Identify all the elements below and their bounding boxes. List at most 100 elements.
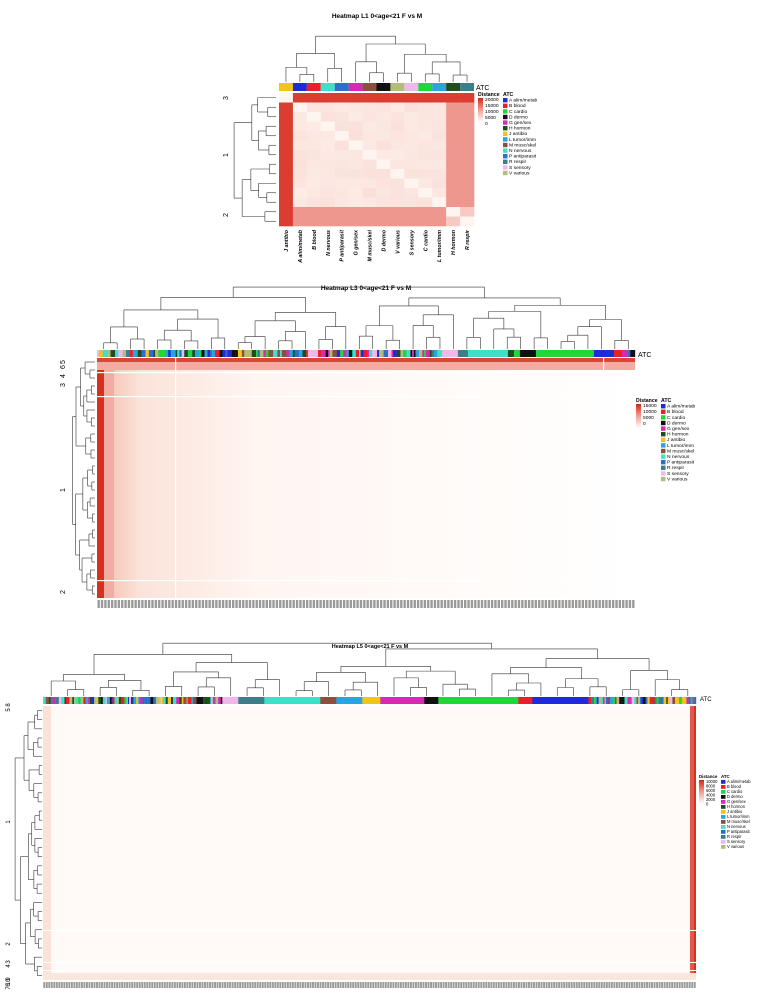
column-label: H hormon — [451, 229, 457, 255]
column-tick — [474, 600, 477, 608]
atc-annotation-cell — [629, 697, 632, 704]
atc-annotation-cell — [595, 697, 598, 704]
atc-annotation-cell — [325, 350, 329, 357]
heatmap-cell — [404, 121, 419, 132]
atc-annotation-cell — [47, 697, 50, 704]
atc-annotation-cell — [614, 697, 617, 704]
atc-annotation-cell — [616, 697, 620, 704]
column-tick — [420, 600, 423, 608]
atc-annotation-cell — [355, 350, 360, 357]
heatmap-cell — [418, 93, 433, 103]
legend-swatch-J — [503, 131, 508, 136]
legend-label-C: C cardio — [667, 415, 685, 421]
atc-annotation-cell — [306, 83, 321, 91]
legend-label-G: G gen/sex — [727, 799, 746, 804]
heatmap-medium-row — [43, 973, 696, 980]
column-tick — [520, 982, 523, 988]
atc-annotation-cell — [158, 350, 163, 357]
atc-annotation-cell — [132, 350, 138, 357]
column-tick — [332, 982, 335, 988]
atc-annotation-cell — [402, 350, 407, 357]
heatmap-cell — [279, 140, 294, 151]
column-tick — [611, 600, 615, 608]
heatmap-cell — [334, 169, 349, 179]
column-tick — [91, 982, 93, 988]
column-tick — [301, 982, 304, 988]
atc-annotation-cell — [438, 697, 519, 704]
column-label: B blood — [312, 229, 318, 249]
heatmap-cell — [334, 150, 349, 160]
legend-atc-title: ATC — [661, 398, 672, 404]
legend-swatch-H — [721, 805, 726, 809]
heatmap-cell — [320, 207, 336, 217]
panel-l1-column-labels: J antibio A alim/metab B blood N nervous P a… — [284, 229, 471, 264]
atc-annotation-cell — [640, 697, 642, 704]
atc-annotation-cell — [188, 697, 192, 704]
row-cluster-label: 1 — [223, 153, 230, 157]
heatmap-cell — [446, 207, 461, 217]
atc-annotation-cell — [168, 350, 171, 357]
column-tick — [399, 982, 402, 988]
legend-label-S: S sensory — [509, 165, 531, 171]
column-tick — [65, 982, 68, 988]
column-tick — [433, 600, 437, 608]
column-tick — [608, 982, 611, 988]
heatmap-cell — [418, 197, 433, 208]
heatmap-cell — [334, 207, 349, 217]
cluster-separator — [603, 358, 605, 598]
atc-annotation-cell — [241, 350, 245, 357]
row-cluster-label: 3 — [223, 96, 230, 100]
row-cluster-label: 2 — [6, 942, 12, 946]
atc-annotation-cell — [248, 350, 252, 357]
column-tick — [103, 982, 106, 988]
column-tick — [336, 600, 339, 608]
column-tick — [537, 600, 541, 608]
column-label: R respir — [465, 229, 471, 250]
column-tick — [326, 600, 329, 608]
column-tick — [480, 600, 484, 608]
column-tick — [100, 600, 104, 608]
column-tick — [593, 982, 596, 988]
heatmap-cell — [432, 140, 447, 151]
column-tick — [480, 982, 483, 988]
heatmap-cell — [446, 178, 461, 189]
column-tick — [205, 600, 208, 608]
atc-annotation-cell — [627, 697, 630, 704]
atc-annotation-cell — [192, 350, 196, 357]
atc-annotation-cell — [265, 350, 269, 357]
column-tick — [507, 982, 510, 988]
column-tick — [349, 600, 353, 608]
column-tick — [356, 600, 359, 608]
column-tick — [573, 982, 576, 988]
heatmap-cell — [390, 150, 405, 160]
atc-annotation-cell — [102, 350, 108, 357]
legend-swatch-R — [661, 465, 666, 470]
cluster-separator — [97, 372, 635, 374]
heatmap-cell — [362, 112, 377, 122]
column-tick — [261, 982, 264, 988]
atc-annotation-cell — [518, 697, 533, 704]
atc-annotation-cell — [332, 350, 337, 357]
column-tick — [515, 982, 518, 988]
column-tick — [651, 982, 654, 988]
atc-annotation-cell — [111, 697, 113, 704]
atc-annotation-cell — [437, 350, 443, 357]
atc-annotation-cell — [115, 350, 119, 357]
atc-annotation-cell — [235, 350, 239, 357]
panel-l1-title: Heatmap L1 0<age<21 F vs M — [332, 13, 422, 20]
heatmap-body — [97, 358, 635, 598]
column-tick — [322, 982, 324, 988]
column-tick — [158, 982, 161, 988]
column-tick — [178, 982, 181, 988]
column-tick — [307, 982, 309, 988]
column-tick — [80, 982, 83, 988]
heatmap-cell — [362, 197, 377, 208]
column-tick — [484, 600, 487, 608]
column-tick — [507, 600, 511, 608]
heatmap-cell — [279, 216, 294, 227]
column-tick — [164, 600, 168, 608]
heatmap-cell — [306, 188, 322, 198]
row-cluster-label: 5 — [60, 360, 67, 364]
column-tick — [110, 600, 114, 608]
heatmap-cell — [362, 121, 377, 132]
